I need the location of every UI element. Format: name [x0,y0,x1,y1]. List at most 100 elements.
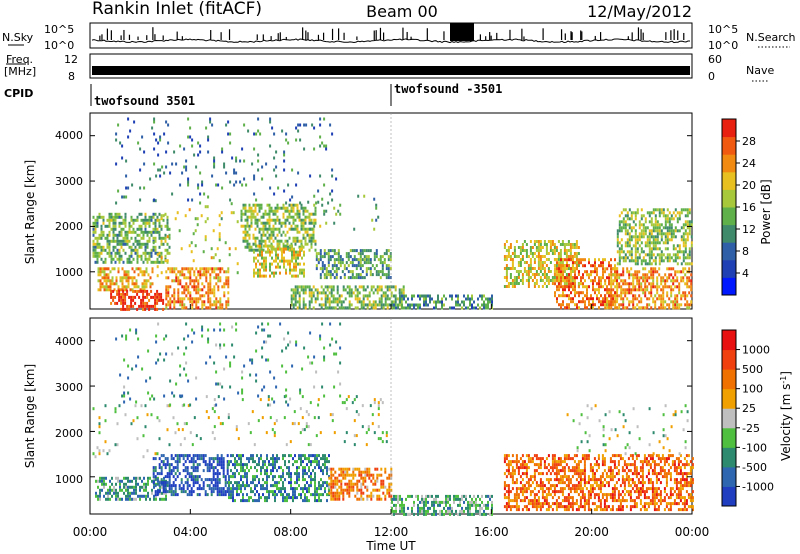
velocity-cell [256,484,258,488]
velocity-cell [328,482,331,486]
velocity-cell [316,493,318,497]
power-cell [215,306,218,310]
power-cell [475,306,477,310]
power-cell [114,251,117,255]
power-cell [537,258,540,261]
velocity-cell [218,478,221,482]
power-cell [286,206,289,210]
power-cell [179,183,182,187]
power-cell [551,243,554,246]
power-cell [340,294,343,298]
velocity-cell [163,476,165,480]
power-cell [616,270,619,274]
power-cell [165,120,168,124]
velocity-cell [135,485,137,489]
velocity-cell [288,460,290,464]
velocity-cell [190,493,193,497]
power-cell [112,248,115,252]
power-cell [509,273,512,276]
power-cell [246,239,249,243]
power-cell [573,255,576,258]
power-cell [515,279,518,282]
velocity-cell [190,457,193,461]
velocity-cell [240,457,242,461]
power-cell [268,218,271,222]
power-cell [541,279,544,282]
power-cell [571,279,574,282]
power-cell [644,267,647,271]
power-cell [175,300,178,304]
power-cell [375,206,378,210]
velocity-cell [284,496,286,500]
power-cell [298,209,301,213]
power-cell [638,232,641,236]
power-cell [160,251,163,255]
power-cell [179,279,182,283]
power-cell [347,252,350,256]
power-cell [588,300,590,304]
velocity-cell [256,499,258,503]
power-cell [110,239,113,243]
power-cell [638,256,641,260]
power-cell [318,291,321,295]
power-cell [433,300,435,304]
velocity-cell [180,454,183,458]
power-cell [576,303,578,307]
velocity-cell [104,419,107,423]
power-cell [385,273,388,277]
power-cell [122,304,125,308]
power-cell [268,239,271,243]
power-cell [624,214,627,218]
velocity-cell [222,457,225,461]
nave-label: Nave [746,64,774,77]
power-cell [628,244,631,248]
velocity-cell [133,488,135,492]
power-cell [569,243,572,246]
power-cell [616,288,619,292]
velocity-cell [304,454,306,458]
power-cell [300,224,303,228]
velocity-cell [361,425,364,429]
power-cell [153,120,156,124]
power-cell [327,258,330,262]
power-cell [195,300,198,304]
velocity-cell [256,490,258,494]
power-cell [614,300,617,304]
power-cell [344,306,347,310]
power-cell [126,304,129,308]
power-cell [668,217,671,221]
power-cell [120,227,123,231]
power-cell [136,227,139,231]
power-cell [402,288,405,292]
velocity-cell [135,497,137,501]
power-cell [387,276,390,280]
power-cell [274,218,277,222]
power-cell [154,218,157,222]
velocity-cell [352,470,355,474]
power-cell [348,288,351,292]
power-cell [337,258,340,262]
power-cell [145,285,148,289]
power-cell [537,261,540,264]
velocity-cell [178,487,181,491]
velocity-cell [242,481,244,485]
velocity-cell [166,481,169,485]
power-cell [556,285,558,289]
power-cell [150,215,153,219]
power-cell [622,256,625,260]
power-cell [244,236,247,240]
power-cell [556,276,558,280]
power-cell [164,236,167,240]
power-cell [155,174,158,178]
velocity-cell [190,490,193,494]
power-cell [355,249,358,253]
velocity-cell [366,494,369,498]
power-cell [624,226,627,230]
power-cell [113,288,116,292]
power-cell [242,212,245,216]
power-cell [158,292,161,296]
power-cell [640,300,643,304]
power-cell [322,303,325,307]
power-cell [250,221,253,225]
power-cell [664,285,667,289]
